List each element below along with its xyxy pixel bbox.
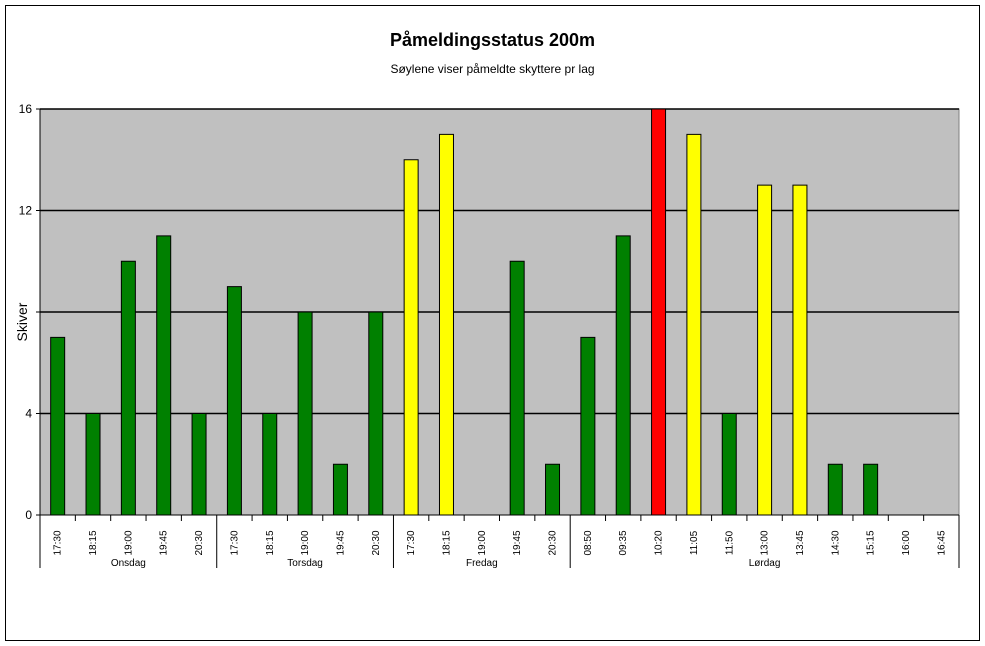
bar	[792, 184, 808, 516]
bar	[721, 413, 737, 516]
y-tick-label: 0	[25, 508, 32, 522]
x-tick-label: 19:00	[123, 530, 134, 555]
bar	[757, 184, 773, 516]
chart-subtitle: Søylene viser påmeldte skyttere pr lag	[390, 62, 595, 76]
x-tick-label: 16:45	[936, 530, 947, 555]
group-label: Lørdag	[749, 558, 781, 569]
x-tick-label: 17:30	[53, 530, 64, 555]
group-label: Fredag	[466, 558, 498, 569]
bar	[863, 463, 879, 516]
group-label: Onsdag	[111, 558, 146, 569]
bar	[580, 336, 596, 516]
x-tick-label: 10:20	[654, 530, 665, 555]
bar	[403, 159, 419, 516]
x-tick-label: 16:00	[901, 530, 912, 555]
bar	[120, 260, 136, 516]
x-tick-label: 18:15	[265, 530, 276, 555]
x-tick-label: 13:45	[795, 530, 806, 555]
x-tick-label: 19:00	[477, 530, 488, 555]
bar	[827, 463, 843, 516]
bar	[651, 108, 667, 516]
x-tick-label: 17:30	[406, 530, 417, 555]
bar	[509, 260, 525, 516]
x-tick-label: 15:15	[866, 530, 877, 555]
x-tick-label: 14:30	[830, 530, 841, 555]
group-label: Torsdag	[287, 558, 323, 569]
bar	[262, 413, 278, 516]
x-tick-label: 18:15	[88, 530, 99, 555]
x-tick-label: 20:30	[194, 530, 205, 555]
bar	[438, 133, 454, 516]
bar	[191, 413, 207, 516]
x-tick-label: 20:30	[548, 530, 559, 555]
x-tick-label: 19:45	[335, 530, 346, 555]
bar	[615, 235, 631, 516]
x-tick-label: 19:45	[159, 530, 170, 555]
x-tick-label: 19:45	[512, 530, 523, 555]
x-tick-label: 20:30	[371, 530, 382, 555]
y-tick-label: 4	[25, 407, 32, 421]
x-tick-label: 17:30	[229, 530, 240, 555]
bar	[85, 413, 101, 516]
y-tick-label: 12	[19, 204, 33, 218]
bar	[368, 311, 384, 516]
x-tick-label: 11:05	[689, 530, 700, 555]
bar	[686, 133, 702, 516]
x-tick-label: 11:50	[724, 530, 735, 555]
x-tick-label: 19:00	[300, 530, 311, 555]
x-tick-label: 08:50	[583, 530, 594, 555]
x-tick-label: 13:00	[760, 530, 771, 555]
bar	[226, 286, 242, 516]
bar	[297, 311, 313, 516]
bar	[156, 235, 172, 516]
bar	[50, 336, 66, 516]
bar	[332, 463, 348, 516]
x-tick-label: 18:15	[441, 530, 452, 555]
y-tick-label: 16	[19, 102, 33, 116]
bar	[545, 463, 561, 516]
chart-title: Påmeldingsstatus 200m	[389, 30, 596, 50]
x-tick-label: 09:35	[618, 530, 629, 555]
